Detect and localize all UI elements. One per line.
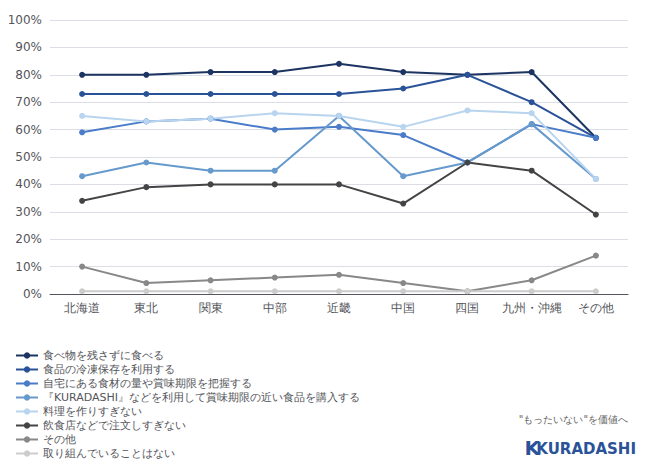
svg-text:その他: その他 [578, 301, 614, 315]
svg-text:自宅にある食材の量や賞味期限を把握する: 自宅にある食材の量や賞味期限を把握する [43, 377, 252, 390]
svg-text:食べ物を残さずに食べる: 食べ物を残さずに食べる [43, 349, 164, 362]
svg-text:その他: その他 [43, 433, 76, 446]
svg-text:20%: 20% [15, 232, 42, 246]
svg-text:50%: 50% [15, 150, 42, 164]
svg-text:90%: 90% [15, 40, 42, 54]
svg-text:『KURADASHI』などを利用して賞味期限の近い食品を購入: 『KURADASHI』などを利用して賞味期限の近い食品を購入する [43, 391, 360, 404]
svg-text:"もったいない"を価値へ: "もったいない"を価値へ [519, 414, 628, 425]
svg-text:料理を作りすぎない: 料理を作りすぎない [43, 405, 142, 418]
svg-text:70%: 70% [15, 95, 42, 109]
svg-text:東北: 東北 [134, 301, 158, 315]
svg-text:飲食店などで注文しすぎない: 飲食店などで注文しすぎない [43, 419, 186, 432]
svg-text:中部: 中部 [263, 301, 287, 315]
svg-text:中国: 中国 [391, 301, 415, 315]
svg-text:60%: 60% [15, 123, 42, 137]
svg-text:取り組んでいることはない: 取り組んでいることはない [43, 447, 175, 460]
svg-text:80%: 80% [15, 68, 42, 82]
svg-text:40%: 40% [15, 177, 42, 191]
svg-text:30%: 30% [15, 205, 42, 219]
svg-text:九州・沖縄: 九州・沖縄 [502, 301, 562, 315]
svg-text:四国: 四国 [455, 301, 479, 315]
svg-text:北海道: 北海道 [64, 301, 100, 315]
svg-text:KURADASHI: KURADASHI [536, 440, 636, 458]
svg-text:関東: 関東 [199, 301, 223, 315]
svg-text:食品の冷凍保存を利用する: 食品の冷凍保存を利用する [43, 363, 175, 376]
svg-text:10%: 10% [15, 260, 42, 274]
svg-text:0%: 0% [23, 287, 42, 301]
svg-text:100%: 100% [8, 13, 42, 27]
svg-text:K: K [524, 436, 540, 460]
svg-text:近畿: 近畿 [327, 301, 351, 315]
